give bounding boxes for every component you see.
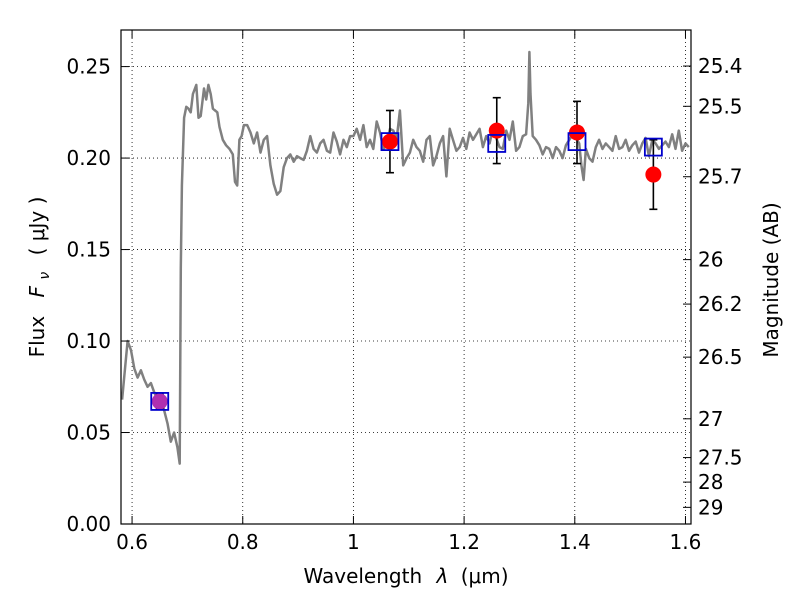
x-tick-label: 1 <box>347 530 360 554</box>
spectrum-line <box>121 50 690 465</box>
y-axis-label-unit: ( μJy ) <box>25 197 49 256</box>
model-point <box>487 134 507 153</box>
right-tick-label: 27 <box>698 407 723 431</box>
x-tick-label: 1.4 <box>559 530 591 554</box>
right-tick-label: 29 <box>698 495 723 519</box>
x-tick-label: 1.2 <box>448 530 480 554</box>
right-tick-label: 26 <box>698 248 723 272</box>
y-axis-label-symbol: F <box>25 285 49 297</box>
x-tick-label: 0.6 <box>116 530 148 554</box>
x-axis-label-text: Wavelength <box>303 564 422 588</box>
observed-point <box>381 133 398 150</box>
x-tick-label: 1.6 <box>670 530 702 554</box>
right-tick-label: 25.4 <box>698 54 743 78</box>
x-tick-label: 0.8 <box>227 530 259 554</box>
model-point <box>567 132 587 152</box>
plot-content <box>121 50 690 465</box>
observed-point <box>488 122 505 139</box>
y-axis-label-subscript: ν <box>37 272 53 280</box>
observed-point <box>151 393 168 410</box>
y-tick-label: 0.05 <box>66 421 111 445</box>
right-tick-label: 28 <box>698 470 723 494</box>
right-tick-label: 26.2 <box>698 292 743 316</box>
y-axis-label: Flux F ν ( μJy ) <box>25 197 54 358</box>
y-tick-label: 0.20 <box>66 146 111 170</box>
right-tick-label: 26.5 <box>698 345 743 369</box>
model-point <box>380 132 400 152</box>
right-tick-label: 25.5 <box>698 94 743 118</box>
y-tick-label: 0.15 <box>66 238 111 262</box>
axis-ticks: 0.6 0.8 1 1.2 1.4 1.6 0.00 0.05 0.10 0.15 0.20 0.25… <box>66 30 743 554</box>
right-axis-label: Magnitude (AB) <box>759 202 783 357</box>
x-axis-label: Wavelength λ (μm) <box>303 564 508 588</box>
y-tick-label: 0.25 <box>66 55 111 79</box>
plot-frame <box>120 29 692 525</box>
y-axis-label-text: Flux <box>25 316 49 358</box>
x-axis-label-symbol: λ <box>436 564 449 588</box>
model-point <box>643 137 663 157</box>
right-tick-label: 27.5 <box>698 446 743 470</box>
y-tick-label: 0.00 <box>66 512 111 536</box>
model-point <box>150 392 170 411</box>
plot-background <box>121 30 691 524</box>
x-axis-label-unit: (μm) <box>461 564 509 588</box>
observed-point <box>645 166 662 183</box>
right-tick-label: 25.7 <box>698 165 743 189</box>
y-tick-label: 0.10 <box>66 329 111 353</box>
